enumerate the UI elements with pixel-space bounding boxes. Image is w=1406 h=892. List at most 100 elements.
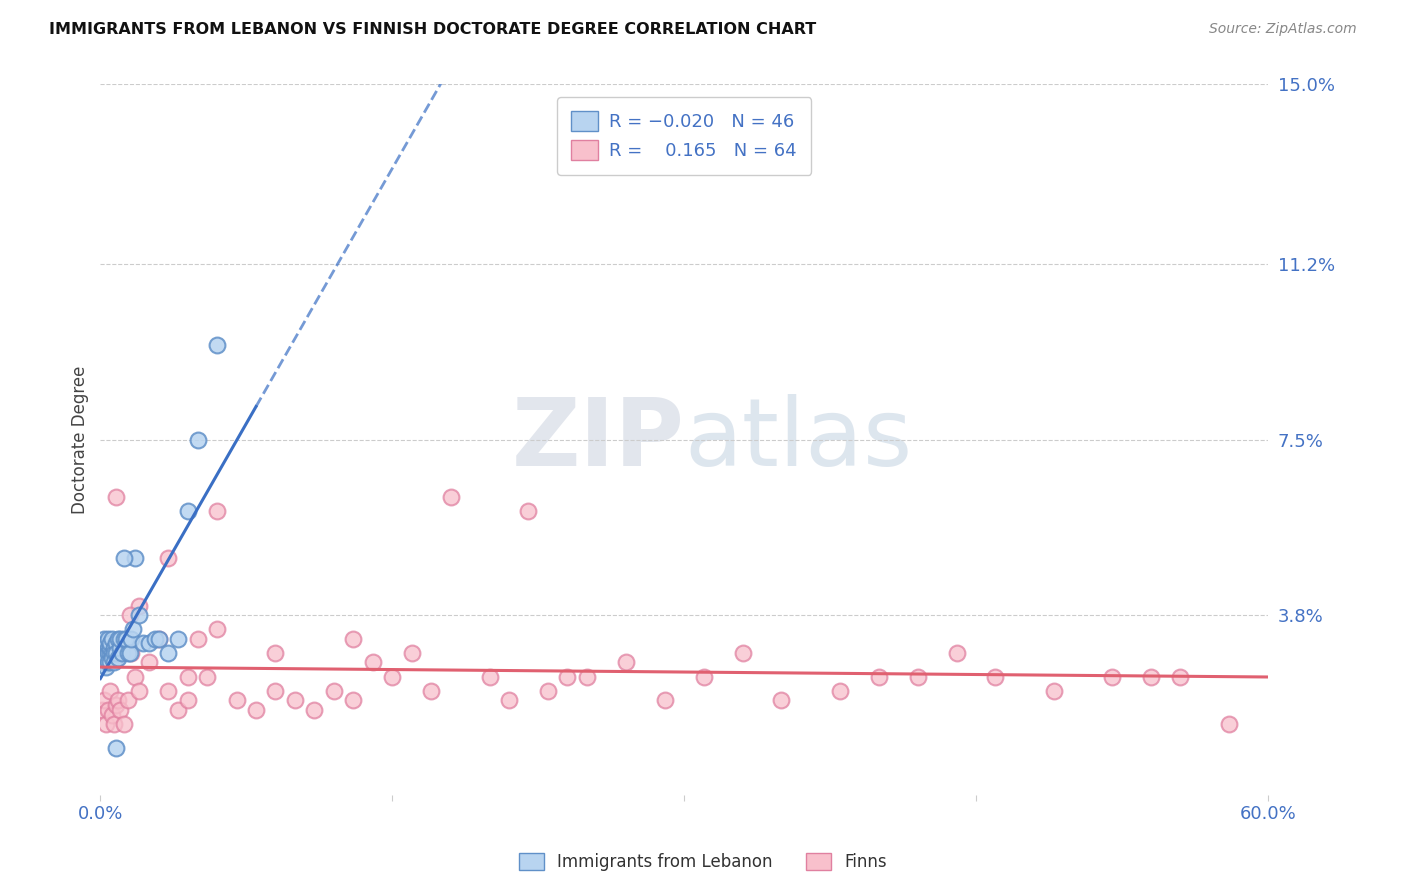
Point — [91, 703, 114, 717]
Point — [97, 641, 120, 656]
Point — [98, 636, 121, 650]
Point — [264, 646, 287, 660]
Point — [112, 551, 135, 566]
Point — [517, 504, 540, 518]
Point — [537, 683, 560, 698]
Point — [93, 656, 115, 670]
Point — [114, 632, 136, 646]
Point — [167, 703, 190, 717]
Point — [101, 632, 124, 646]
Point — [93, 632, 115, 646]
Point — [478, 670, 501, 684]
Point — [342, 693, 364, 707]
Point — [118, 646, 141, 660]
Point — [117, 693, 139, 707]
Point — [117, 646, 139, 660]
Point — [103, 717, 125, 731]
Point — [108, 632, 131, 646]
Text: ZIP: ZIP — [512, 393, 685, 486]
Point — [107, 650, 129, 665]
Point — [97, 703, 120, 717]
Point — [575, 670, 598, 684]
Point — [167, 632, 190, 646]
Point — [557, 670, 579, 684]
Point — [103, 646, 125, 660]
Point — [1218, 717, 1240, 731]
Point — [138, 656, 160, 670]
Point — [108, 703, 131, 717]
Point — [205, 622, 228, 636]
Point — [128, 683, 150, 698]
Point — [177, 504, 200, 518]
Point — [98, 646, 121, 660]
Point — [96, 717, 118, 731]
Point — [138, 636, 160, 650]
Point — [245, 703, 267, 717]
Point — [124, 551, 146, 566]
Point — [304, 703, 326, 717]
Point — [93, 693, 115, 707]
Point — [381, 670, 404, 684]
Point — [498, 693, 520, 707]
Point — [284, 693, 307, 707]
Point — [770, 693, 793, 707]
Point — [148, 632, 170, 646]
Point — [122, 622, 145, 636]
Point — [97, 646, 120, 660]
Point — [111, 646, 134, 660]
Point — [112, 632, 135, 646]
Point — [731, 646, 754, 660]
Point — [945, 646, 967, 660]
Point — [107, 632, 129, 646]
Point — [195, 670, 218, 684]
Point — [1101, 670, 1123, 684]
Point — [101, 650, 124, 665]
Point — [97, 632, 120, 646]
Point — [1170, 670, 1192, 684]
Point — [108, 641, 131, 656]
Point — [157, 683, 180, 698]
Point — [98, 683, 121, 698]
Point — [98, 656, 121, 670]
Point — [104, 646, 127, 660]
Point — [828, 683, 851, 698]
Point — [692, 670, 714, 684]
Y-axis label: Doctorate Degree: Doctorate Degree — [72, 366, 89, 514]
Point — [1043, 683, 1066, 698]
Point — [97, 656, 120, 670]
Point — [205, 504, 228, 518]
Point — [104, 490, 127, 504]
Point — [322, 683, 344, 698]
Point — [177, 670, 200, 684]
Point — [868, 670, 890, 684]
Point — [1140, 670, 1163, 684]
Point — [121, 632, 143, 646]
Point — [157, 646, 180, 660]
Point — [264, 683, 287, 698]
Point — [132, 636, 155, 650]
Point — [104, 636, 127, 650]
Point — [148, 632, 170, 646]
Point — [157, 551, 180, 566]
Point — [121, 646, 143, 660]
Point — [96, 636, 118, 650]
Point — [614, 656, 637, 670]
Text: atlas: atlas — [685, 393, 912, 486]
Point — [112, 717, 135, 731]
Point — [361, 656, 384, 670]
Point — [96, 650, 118, 665]
Point — [187, 632, 209, 646]
Point — [91, 646, 114, 660]
Text: Source: ZipAtlas.com: Source: ZipAtlas.com — [1209, 22, 1357, 37]
Point — [439, 490, 461, 504]
Point — [205, 338, 228, 352]
Point — [101, 707, 124, 722]
Point — [177, 693, 200, 707]
Point — [104, 698, 127, 712]
Text: IMMIGRANTS FROM LEBANON VS FINNISH DOCTORATE DEGREE CORRELATION CHART: IMMIGRANTS FROM LEBANON VS FINNISH DOCTO… — [49, 22, 817, 37]
Point — [96, 660, 118, 674]
Point — [104, 740, 127, 755]
Point — [103, 641, 125, 656]
Point — [342, 632, 364, 646]
Point — [143, 632, 166, 646]
